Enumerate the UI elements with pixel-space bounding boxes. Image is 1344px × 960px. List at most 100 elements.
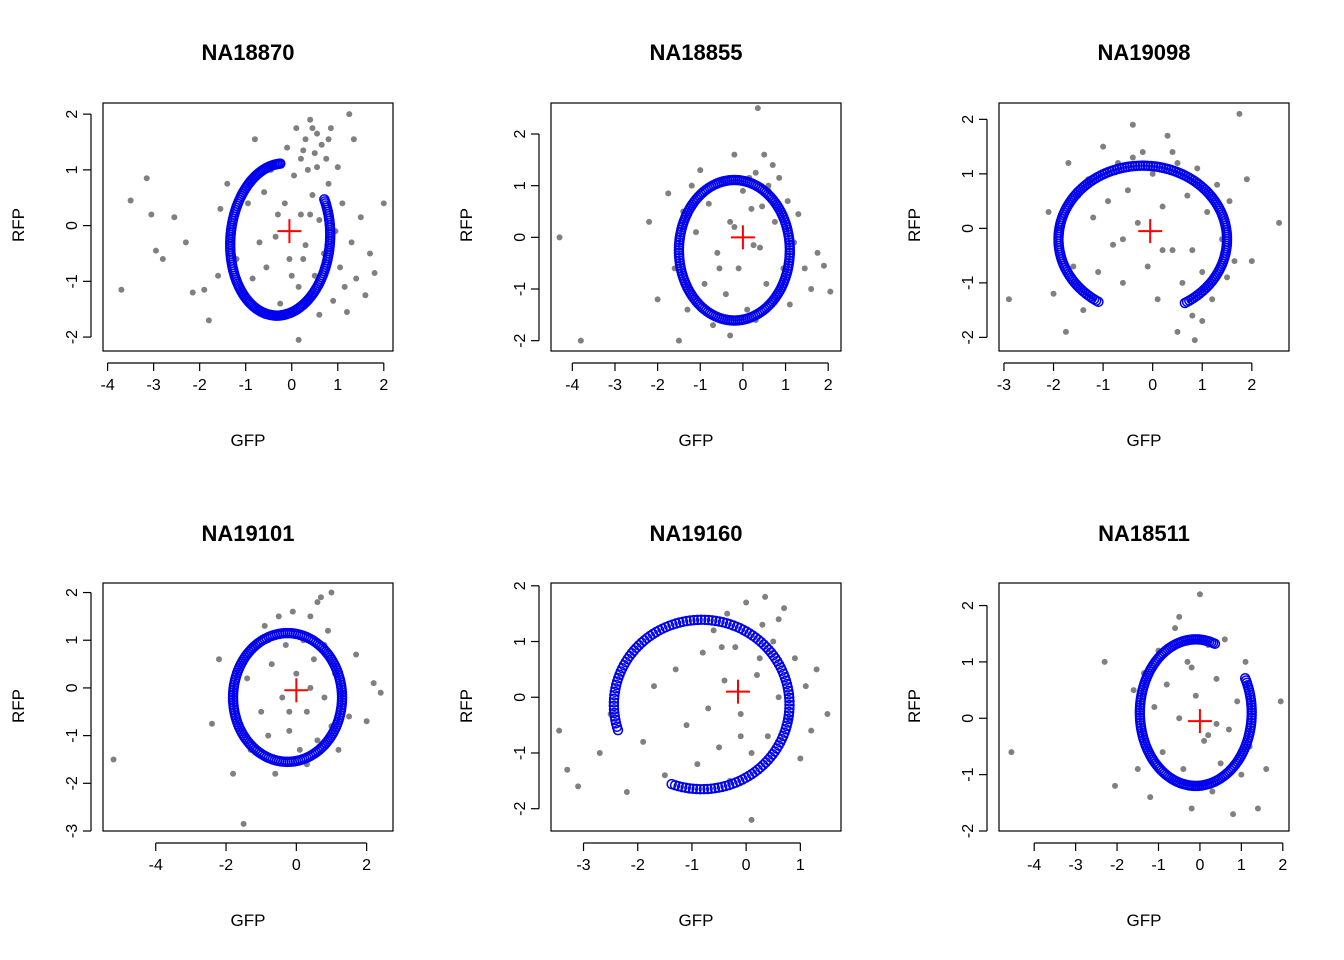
cell-point — [694, 761, 701, 768]
y-axis-label: RFP — [905, 208, 924, 242]
y-axis-label: RFP — [9, 208, 28, 242]
cell-point — [371, 269, 378, 276]
fitted-point — [684, 783, 695, 794]
panel-2: NA18855 GFP RFP -4 -3 -2 -1 0 1 2 -2 -1 0 1 2 — [457, 40, 842, 450]
y-axis-label: RFP — [457, 689, 476, 723]
y-tick-label: 1 — [960, 657, 977, 666]
cell-point — [759, 621, 766, 628]
fitted-point — [760, 757, 771, 768]
plot-marks: -4 -2 0 2 -3 -2 -1 0 1 2 — [64, 588, 384, 874]
cell-point — [814, 249, 821, 256]
cell-point — [293, 125, 300, 132]
cell-point — [314, 737, 321, 744]
cell-point — [1230, 811, 1237, 818]
cell-point — [1204, 209, 1211, 216]
cell-point — [1159, 247, 1166, 254]
cell-point — [1248, 258, 1255, 265]
y-tick-label: -2 — [960, 824, 977, 838]
cell-point — [744, 306, 751, 313]
cell-point — [761, 151, 768, 158]
cell-point — [316, 311, 323, 318]
fitted-point — [783, 710, 795, 721]
cell-point — [769, 162, 776, 168]
cell-point — [143, 175, 150, 182]
x-tick-label: 0 — [287, 377, 296, 394]
cell-point — [261, 622, 268, 629]
cell-point — [348, 239, 355, 246]
cell-point — [1189, 247, 1196, 254]
cell-point — [346, 713, 353, 720]
cell-point — [1163, 681, 1170, 688]
cell-point — [820, 262, 827, 269]
x-tick-label: 1 — [1237, 857, 1246, 874]
cell-point — [1243, 176, 1250, 183]
cell-point — [327, 125, 334, 132]
cell-point — [762, 593, 769, 600]
cell-point — [748, 205, 755, 212]
fitted-point — [319, 194, 330, 205]
y-tick-label: 0 — [64, 221, 81, 230]
cell-point — [265, 732, 272, 739]
y-axis-label: RFP — [457, 208, 476, 242]
cell-point — [300, 147, 307, 154]
cell-point — [1214, 181, 1221, 188]
y-tick-label: -2 — [512, 333, 529, 347]
cell-point — [335, 746, 342, 753]
cell-point — [1090, 214, 1097, 221]
cell-point — [1174, 159, 1181, 166]
cell-point — [251, 136, 258, 143]
cell-point — [797, 755, 804, 762]
x-tick-label: 1 — [781, 377, 790, 394]
cell-point — [727, 332, 734, 339]
cell-point — [330, 297, 337, 304]
y-tick-label: 1 — [512, 181, 529, 190]
x-tick-label: -4 — [149, 857, 163, 874]
y-tick-label: 1 — [64, 636, 81, 645]
cell-point — [353, 275, 360, 282]
cell-point — [1159, 749, 1166, 756]
y-tick-label: 1 — [512, 637, 529, 646]
cell-point — [263, 264, 270, 271]
fitted-point — [1090, 295, 1102, 306]
y-tick-label: -2 — [960, 330, 977, 344]
cell-point — [353, 651, 360, 658]
y-tick-label: 2 — [64, 110, 81, 119]
cell-point — [217, 205, 224, 212]
x-tick-label: -1 — [693, 377, 707, 394]
panel-title: NA18511 — [1098, 521, 1190, 546]
fitted-point — [710, 615, 722, 627]
y-tick-label: 2 — [512, 129, 529, 138]
cell-point — [325, 136, 332, 143]
fitted-point — [703, 614, 714, 626]
cell-point — [775, 616, 782, 623]
x-tick-label: -2 — [1046, 377, 1060, 394]
cell-point — [756, 244, 763, 251]
cell-point — [309, 125, 316, 132]
plot-marks: -4 -3 -2 -1 0 1 2 -2 -1 0 1 2 — [512, 105, 834, 394]
cell-point — [249, 275, 256, 282]
cell-point — [1254, 805, 1261, 812]
cell-point — [683, 722, 690, 729]
x-tick-label: 1 — [1198, 377, 1207, 394]
cell-point — [1179, 279, 1186, 286]
cell-point — [1205, 732, 1212, 739]
cell-point — [286, 256, 293, 263]
y-tick-label: -1 — [512, 282, 529, 296]
y-tick-label: -2 — [64, 776, 81, 790]
cell-point — [665, 190, 672, 197]
cell-point — [307, 116, 314, 123]
cell-point — [596, 749, 603, 756]
cell-point — [314, 599, 321, 606]
cell-point — [752, 169, 759, 176]
cell-point — [328, 589, 335, 596]
cell-point — [1134, 766, 1141, 772]
fitted-point — [608, 704, 620, 715]
cell-point — [1184, 192, 1191, 199]
cell-point — [646, 218, 653, 225]
cell-point — [710, 322, 717, 329]
cell-point — [1221, 636, 1228, 643]
cell-point — [1130, 687, 1137, 694]
x-tick-label: 2 — [362, 857, 371, 874]
cell-point — [727, 218, 734, 225]
cell-point — [256, 239, 263, 246]
